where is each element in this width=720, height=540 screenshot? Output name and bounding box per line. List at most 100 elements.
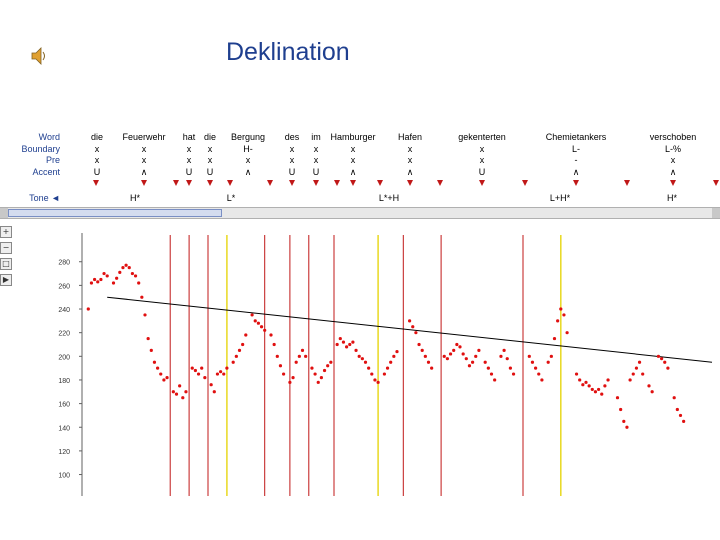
f0-point <box>414 331 418 335</box>
play-icon[interactable]: ▶ <box>0 274 12 286</box>
f0-point <box>376 380 380 384</box>
tone-label: L* <box>227 193 236 203</box>
horizontal-scrollbar[interactable] <box>0 207 720 219</box>
tier-separator-marker <box>207 180 213 186</box>
f0-point <box>124 263 128 267</box>
f0-point <box>162 378 166 382</box>
accent-label: ∧ <box>245 167 252 177</box>
f0-point <box>637 360 642 364</box>
f0-point <box>288 380 292 384</box>
f0-point <box>656 354 661 358</box>
scroll-right-arrow-icon[interactable] <box>712 208 720 218</box>
f0-point <box>363 360 368 364</box>
f0-point <box>294 360 298 364</box>
f0-point <box>338 336 342 341</box>
f0-point <box>587 384 591 388</box>
tier-separator-marker <box>350 180 356 186</box>
f0-point <box>426 360 431 364</box>
f0-point <box>597 387 601 392</box>
f0-point <box>86 307 90 311</box>
tier-separator-marker <box>670 180 676 186</box>
f0-point <box>222 372 226 376</box>
f0-point <box>250 313 254 317</box>
f0-point <box>527 354 531 358</box>
f0-point <box>297 354 301 358</box>
pre-label: x <box>480 155 485 165</box>
f0-point <box>650 390 654 394</box>
speaker-icon-graphic <box>31 47 45 65</box>
zoom-out-icon[interactable]: − <box>0 242 12 254</box>
f0-point <box>357 354 361 358</box>
pre-label: x <box>95 155 100 165</box>
speaker-icon[interactable] <box>30 46 48 66</box>
f0-point <box>467 364 472 368</box>
y-tick-label: 120 <box>58 449 70 456</box>
f0-point <box>335 342 339 347</box>
f0-point <box>341 340 346 344</box>
f0-point <box>537 372 541 376</box>
boundary-label: x <box>290 144 295 154</box>
tone-label: H* <box>130 193 140 203</box>
scrollbar-thumb[interactable] <box>8 209 222 217</box>
f0-point <box>546 360 550 364</box>
y-tick-label: 280 <box>58 260 70 267</box>
fit-view-icon[interactable]: □ <box>0 258 12 270</box>
accent-label: U <box>479 167 486 177</box>
f0-point <box>619 407 623 412</box>
accent-label: ∧ <box>141 167 148 177</box>
boundary-label: x <box>187 144 192 154</box>
boundary-label: x <box>208 144 213 154</box>
f0-point <box>171 390 175 394</box>
accent-label: U <box>186 167 193 177</box>
f0-point <box>499 354 503 358</box>
f0-point <box>489 372 494 376</box>
tier-separator-marker <box>334 180 340 186</box>
f0-point <box>448 352 453 356</box>
tier-label: Accent <box>32 167 60 177</box>
f0-point <box>140 295 144 299</box>
tier-separator-marker <box>141 180 147 186</box>
tier-separator-marker <box>313 180 319 186</box>
f0-point <box>96 280 100 284</box>
pre-label: x <box>246 155 251 165</box>
f0-point <box>256 321 260 325</box>
f0-point <box>634 366 639 370</box>
f0-point <box>133 274 138 278</box>
word-label: hat <box>183 132 196 142</box>
f0-point <box>471 360 475 364</box>
f0-point <box>351 340 355 344</box>
tier-separator-marker <box>377 180 383 186</box>
boundary-label: L-% <box>665 144 681 154</box>
f0-point <box>137 281 141 285</box>
f0-point <box>184 390 188 394</box>
f0-point <box>89 281 94 285</box>
zoom-in-icon[interactable]: + <box>0 226 12 238</box>
f0-point <box>559 307 563 311</box>
f0-point <box>464 357 468 361</box>
f0-point <box>146 336 150 341</box>
f0-point <box>272 342 276 347</box>
tier-label: Word <box>39 132 60 142</box>
f0-point <box>310 366 314 370</box>
scroll-left-arrow-icon[interactable] <box>0 208 8 218</box>
boundary-label: x <box>408 144 413 154</box>
f0-point <box>329 360 333 364</box>
f0-point <box>603 384 607 388</box>
f0-point <box>615 396 620 400</box>
tier-separator-marker <box>479 180 485 186</box>
tier-label-tone: Tone ◄ <box>29 193 60 203</box>
y-tick-label: 100 <box>58 473 70 480</box>
f0-point <box>282 372 286 376</box>
word-label: des <box>285 132 300 142</box>
f0-point <box>675 407 679 412</box>
f0-point <box>102 271 106 276</box>
f0-point <box>181 396 185 400</box>
f0-point <box>300 348 305 353</box>
word-label: die <box>204 132 216 142</box>
f0-point <box>552 336 557 341</box>
boundary-label: x <box>351 144 356 154</box>
tier-label: Boundary <box>21 144 60 154</box>
f0-point <box>237 348 242 353</box>
word-label: Bergung <box>231 132 265 142</box>
accent-label: U <box>313 167 320 177</box>
